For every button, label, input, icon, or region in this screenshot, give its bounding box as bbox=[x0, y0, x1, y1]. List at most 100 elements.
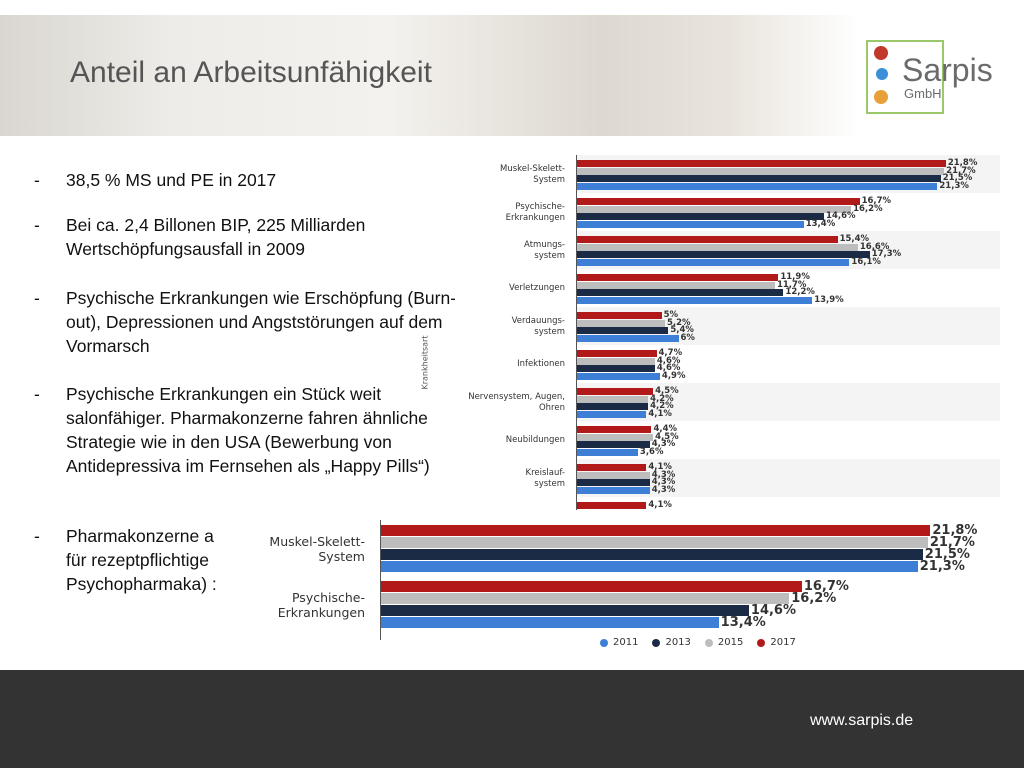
bar bbox=[577, 448, 638, 456]
value-label: 16,2% bbox=[853, 203, 883, 214]
bar bbox=[577, 365, 655, 372]
bar bbox=[577, 357, 655, 365]
axis-line bbox=[380, 520, 381, 640]
bar bbox=[381, 581, 802, 592]
value-label: 4,7% bbox=[658, 348, 683, 358]
value-label: 13,4% bbox=[805, 218, 836, 229]
bar bbox=[577, 160, 946, 167]
value-label: 4,2% bbox=[650, 393, 674, 404]
bar bbox=[577, 441, 650, 448]
value-label: 12,2% bbox=[785, 287, 815, 297]
bar bbox=[381, 617, 719, 628]
legend-label: 2013 bbox=[665, 637, 691, 648]
footer-url: www.sarpis.de bbox=[810, 712, 914, 729]
bar bbox=[577, 251, 870, 258]
bullet: 38,5 % MS und PE in 2017 bbox=[34, 168, 458, 192]
bar bbox=[577, 403, 649, 410]
bar bbox=[577, 296, 813, 304]
category-label: Kreislauf- system bbox=[525, 467, 565, 490]
bar bbox=[577, 182, 938, 190]
value-label: 4,5% bbox=[655, 386, 679, 396]
value-label: 16,6% bbox=[859, 241, 890, 252]
category-label: Muskel-Skelett- System bbox=[500, 163, 565, 186]
category-label: Verletzungen bbox=[508, 283, 565, 294]
bullet: Pharmakonzerne a für rezeptpflichtige Ps… bbox=[34, 524, 458, 596]
value-label: 4,1% bbox=[648, 462, 672, 472]
legend-item: 2011 bbox=[600, 637, 638, 648]
bar bbox=[577, 258, 850, 266]
value-label: 21,5% bbox=[924, 547, 970, 562]
value-label: 4,2% bbox=[650, 401, 674, 411]
bar bbox=[577, 372, 660, 380]
value-label: 3,6% bbox=[639, 446, 664, 457]
y-axis-label: Krankheitsart bbox=[420, 335, 430, 390]
legend-label: 2017 bbox=[770, 637, 796, 648]
bar bbox=[381, 593, 790, 604]
bar bbox=[577, 479, 650, 486]
logo-icon bbox=[876, 68, 888, 80]
bar bbox=[577, 502, 647, 509]
legend-dot bbox=[704, 638, 713, 647]
category-label: Muskel-Skelett- System bbox=[269, 533, 365, 565]
legend-item: 2015 bbox=[704, 637, 744, 648]
value-label: 11,9% bbox=[780, 272, 810, 282]
value-label: 16,7% bbox=[803, 579, 849, 594]
legend-dot bbox=[600, 638, 608, 647]
value-label: 14,6% bbox=[750, 603, 797, 618]
value-label: 13,4% bbox=[720, 615, 766, 630]
footer bbox=[0, 670, 1024, 768]
bar bbox=[381, 561, 918, 572]
bar bbox=[577, 236, 838, 243]
value-label: 13,9% bbox=[814, 294, 844, 305]
value-label: 21,7% bbox=[946, 165, 976, 176]
bar bbox=[577, 464, 647, 471]
value-label: 16,2% bbox=[791, 591, 837, 606]
bullet: Bei ca. 2,4 Billonen BIP, 225 Milliarden… bbox=[34, 213, 458, 261]
bar bbox=[577, 334, 679, 342]
value-label: 21,3% bbox=[939, 180, 969, 191]
category-label: Neubildungen bbox=[505, 435, 565, 446]
logo-box bbox=[866, 40, 944, 114]
value-label: 4,5% bbox=[655, 431, 679, 442]
chart: Muskel-Skelett- System 21,8% 21,7% 21,5% 21,… bbox=[455, 155, 1000, 510]
bar bbox=[577, 327, 669, 334]
bar bbox=[577, 319, 665, 327]
value-label: 4,3% bbox=[651, 484, 676, 495]
value-label: 4,6% bbox=[656, 355, 681, 366]
bar bbox=[381, 537, 928, 548]
value-label: 5% bbox=[663, 310, 679, 320]
value-label: 21,5% bbox=[942, 173, 973, 183]
bar bbox=[577, 198, 860, 205]
logo-icon bbox=[874, 90, 888, 104]
logo-suffix: GmbH bbox=[904, 86, 942, 101]
bar bbox=[577, 350, 657, 357]
legend-label: 2015 bbox=[717, 637, 744, 648]
bar bbox=[577, 220, 804, 228]
bar bbox=[577, 395, 649, 403]
value-label: 21,8% bbox=[947, 158, 978, 168]
bar bbox=[577, 289, 784, 296]
category-label: Psychische- Erkrankungen bbox=[505, 201, 565, 224]
axis-line bbox=[576, 155, 577, 510]
value-label: 21,3% bbox=[919, 559, 965, 574]
bar bbox=[577, 471, 650, 479]
value-label: 14,6% bbox=[826, 211, 856, 221]
legend-label: 2011 bbox=[613, 637, 639, 648]
value-label: 15,4% bbox=[839, 234, 870, 244]
bar bbox=[577, 167, 945, 175]
bar bbox=[381, 525, 931, 536]
header-photo bbox=[0, 15, 860, 136]
value-label: 16,7% bbox=[861, 196, 892, 206]
value-label: 5,4% bbox=[670, 325, 694, 335]
chart: Muskel-Skelett- System 21,8% 21,7% 21,5% 21,… bbox=[240, 520, 1024, 652]
logo-name: Sarpis bbox=[902, 52, 993, 88]
bar bbox=[577, 205, 852, 213]
value-label: 17,3% bbox=[871, 249, 902, 259]
value-label: 21,7% bbox=[929, 535, 975, 550]
bar bbox=[577, 388, 654, 395]
value-label: 4,1% bbox=[648, 408, 672, 419]
logo-icon bbox=[874, 46, 888, 60]
value-label: 5,2% bbox=[666, 317, 691, 328]
bar bbox=[577, 274, 779, 281]
bar bbox=[577, 486, 650, 494]
